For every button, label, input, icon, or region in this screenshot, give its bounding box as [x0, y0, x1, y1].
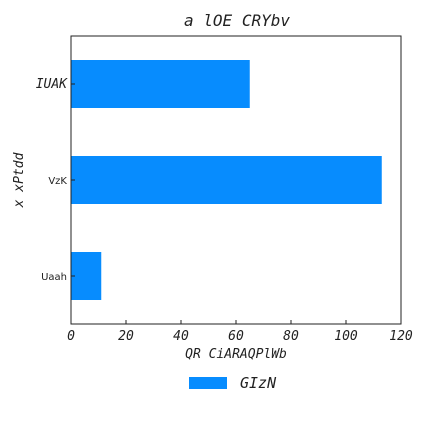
y-tick-label: Uaah — [41, 272, 67, 283]
x-axis-label: QR CiARAQPlWb — [185, 347, 287, 362]
x-tick-label: 60 — [228, 329, 244, 344]
bar-vzk — [71, 156, 382, 204]
x-tick-label: 100 — [334, 329, 358, 344]
x-tick-layer: 0 20 40 60 80 100 120 — [67, 320, 413, 344]
bar-iuak — [71, 60, 250, 108]
x-tick-label: 0 — [67, 329, 75, 344]
chart-title: a lOE CRYbv — [184, 11, 290, 30]
x-tick-label: 40 — [173, 329, 189, 344]
legend-label: GIzN — [240, 374, 277, 392]
y-tick-label: VzK — [48, 176, 67, 187]
bar-uaah — [71, 252, 102, 300]
legend: GIzN — [189, 374, 277, 392]
y-tick-layer: IUAK VzK Uaah — [36, 77, 75, 283]
y-axis-label: x xPtdd — [12, 152, 27, 208]
x-tick-label: 120 — [389, 329, 413, 344]
bars-layer — [71, 60, 382, 300]
legend-swatch — [189, 377, 227, 389]
x-tick-label: 80 — [283, 329, 299, 344]
x-tick-label: 20 — [118, 329, 134, 344]
y-tick-label: IUAK — [36, 77, 68, 92]
